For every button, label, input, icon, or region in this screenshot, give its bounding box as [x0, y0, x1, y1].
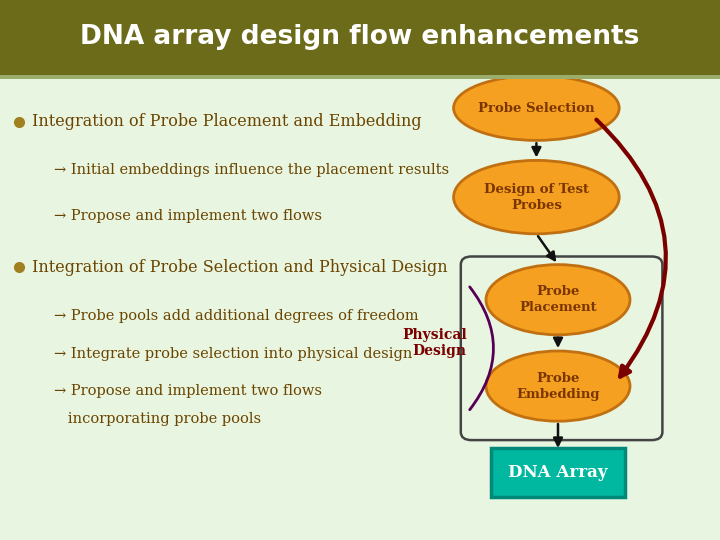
Ellipse shape	[454, 160, 619, 234]
Ellipse shape	[486, 265, 630, 335]
Text: incorporating probe pools: incorporating probe pools	[54, 411, 261, 426]
Text: Probe
Embedding: Probe Embedding	[516, 372, 600, 401]
Text: → Propose and implement two flows: → Propose and implement two flows	[54, 209, 322, 223]
FancyBboxPatch shape	[491, 448, 624, 497]
Text: Integration of Probe Selection and Physical Design: Integration of Probe Selection and Physi…	[32, 259, 448, 276]
Text: DNA array design flow enhancements: DNA array design flow enhancements	[81, 24, 639, 50]
Ellipse shape	[454, 76, 619, 140]
Text: → Propose and implement two flows: → Propose and implement two flows	[54, 384, 322, 399]
Text: → Initial embeddings influence the placement results: → Initial embeddings influence the place…	[54, 163, 449, 177]
Text: Physical
Design: Physical Design	[402, 328, 467, 358]
FancyArrowPatch shape	[596, 120, 666, 377]
Text: DNA Array: DNA Array	[508, 464, 608, 481]
Text: Probe Selection: Probe Selection	[478, 102, 595, 114]
Text: → Integrate probe selection into physical design: → Integrate probe selection into physica…	[54, 347, 413, 361]
Text: Design of Test
Probes: Design of Test Probes	[484, 183, 589, 212]
Text: Integration of Probe Placement and Embedding: Integration of Probe Placement and Embed…	[32, 113, 422, 130]
Ellipse shape	[486, 351, 630, 421]
FancyArrowPatch shape	[469, 287, 493, 410]
Text: → Probe pools add additional degrees of freedom: → Probe pools add additional degrees of …	[54, 309, 418, 323]
FancyBboxPatch shape	[0, 75, 720, 79]
FancyBboxPatch shape	[0, 0, 720, 75]
Text: Probe
Placement: Probe Placement	[519, 285, 597, 314]
